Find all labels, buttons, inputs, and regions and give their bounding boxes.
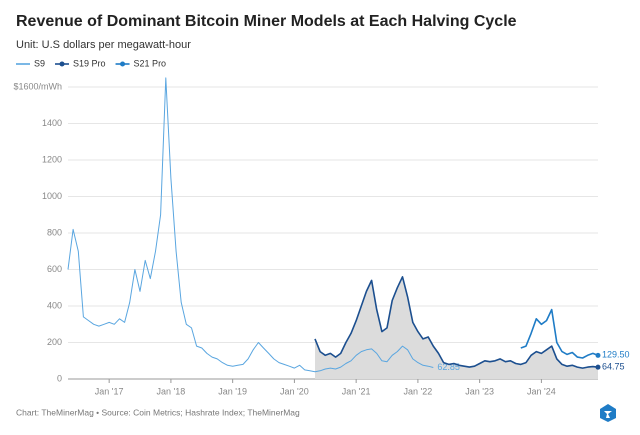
source-note: Chart: TheMinerMag • Source: Coin Metric…: [16, 407, 300, 417]
y-tick-label: 1400: [42, 118, 62, 128]
x-tick-label: Jan '22: [404, 386, 433, 396]
y-tick-label: 1000: [42, 191, 62, 201]
logo-glyph: [604, 411, 612, 418]
x-tick-label: Jan '17: [95, 386, 124, 396]
legend-label: S21 Pro: [134, 58, 167, 68]
end-marker: [595, 364, 601, 370]
end-value-label: 129.50: [602, 350, 630, 360]
x-tick-label: Jan '21: [342, 386, 371, 396]
logo: [600, 404, 616, 422]
y-tick-label: 600: [47, 264, 62, 274]
area-layer: [315, 276, 598, 379]
y-tick-label: 0: [57, 373, 62, 383]
y-tick-label: $1600/mWh: [13, 81, 62, 91]
series-line: [520, 308, 599, 359]
end-marker: [595, 352, 601, 358]
legend-label: S9: [34, 58, 45, 68]
legend-marker: [120, 61, 126, 67]
y-tick-label: 200: [47, 337, 62, 347]
plot-area: 0 200 400 600 800 1000 1200 1400 $1600/mWh Jan '1…: [13, 77, 630, 396]
legend-marker: [59, 61, 65, 67]
line-layer: 62.85 64.75 129.50: [67, 77, 630, 373]
end-value-label: 64.75: [602, 362, 625, 372]
series-line: [67, 77, 434, 373]
series-line: [314, 276, 599, 369]
y-tick-label: 400: [47, 300, 62, 310]
area: [315, 276, 598, 379]
end-value-label: 62.85: [437, 362, 460, 372]
x-tick-label: Jan '19: [218, 386, 247, 396]
x-tick-label: Jan '20: [280, 386, 309, 396]
chart-subtitle: Unit: U.S dollars per megawatt-hour: [16, 39, 191, 51]
y-tick-label: 800: [47, 227, 62, 237]
x-tick-label: Jan '18: [157, 386, 186, 396]
x-tick-label: Jan '24: [527, 386, 556, 396]
chart-title: Revenue of Dominant Bitcoin Miner Models…: [16, 13, 517, 30]
y-tick-label: 1200: [42, 154, 62, 164]
legend-label: S19 Pro: [73, 58, 106, 68]
x-tick-label: Jan '23: [465, 386, 494, 396]
